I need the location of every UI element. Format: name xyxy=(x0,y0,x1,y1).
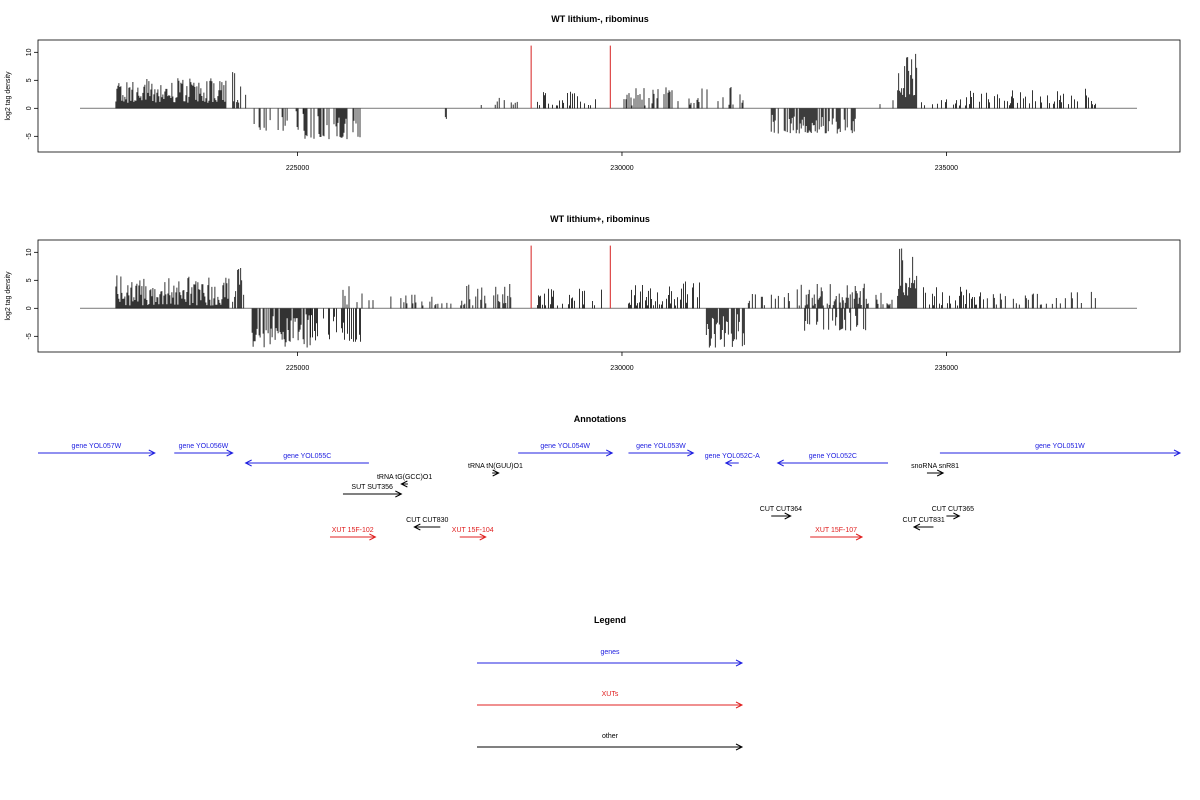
annotation-feature: gene YOL051W xyxy=(939,443,1182,457)
arrow-right-icon xyxy=(1173,449,1182,457)
panel-lithium-minus: WT lithium-, ribominus 10 5 0 -5 log2 tag den… xyxy=(5,14,1181,172)
feature-label: XUT 15F-107 xyxy=(815,527,857,534)
feature-label: gene YOL057W xyxy=(72,443,122,450)
arrow-left-icon xyxy=(400,480,408,488)
y-tick-label: 0 xyxy=(26,106,33,110)
y-tick-label: 10 xyxy=(26,248,33,256)
legend-label: other xyxy=(602,733,619,740)
feature-label: gene YOL051W xyxy=(1035,443,1085,450)
annotation-feature: SUT SUT356 xyxy=(342,484,403,498)
y-tick-label: 10 xyxy=(26,48,33,56)
annotation-feature: gene YOL055C xyxy=(244,453,369,467)
annotation-feature: CUT CUT830 xyxy=(406,517,449,531)
feature-label: gene YOL056W xyxy=(179,443,229,450)
y-tick-label: 5 xyxy=(26,78,33,82)
feature-label: snoRNA snR81 xyxy=(911,463,959,470)
arrow-right-icon xyxy=(784,512,792,520)
x-tick-label: 225000 xyxy=(286,165,309,172)
legend-item: XUTs xyxy=(477,691,744,709)
panel-lithium-plus: WT lithium+, ribominus 10 5 0 -5 log2 tag den… xyxy=(5,214,1181,372)
feature-label: tRNA tN(GUU)O1 xyxy=(468,463,523,470)
feature-label: tRNA tG(GCC)O1 xyxy=(377,474,432,481)
arrow-right-icon xyxy=(936,469,945,477)
feature-label: CUT CUT365 xyxy=(932,506,974,513)
annotations-panel: Annotations gene YOL057W gene YOL056W gene … xyxy=(38,414,1182,541)
legend-item: genes xyxy=(477,649,744,667)
x-tick-label: 230000 xyxy=(610,365,633,372)
y-axis-label: log2 tag density xyxy=(5,271,12,321)
annotation-feature: gene YOL052C-A xyxy=(705,453,760,467)
legend-title: Legend xyxy=(594,615,626,625)
legend-label: genes xyxy=(600,649,620,656)
annotation-feature: XUT 15F-107 xyxy=(810,527,864,541)
arrow-right-icon xyxy=(735,743,744,751)
feature-label: gene YOL054W xyxy=(540,443,590,450)
legend-label: XUTs xyxy=(602,691,619,698)
chart-title: WT lithium-, ribominus xyxy=(551,14,649,24)
feature-label: gene YOL052C xyxy=(809,453,857,460)
feature-label: SUT SUT356 xyxy=(351,484,393,491)
annotation-feature: CUT CUT365 xyxy=(932,506,974,520)
arrow-right-icon xyxy=(226,449,234,457)
legend-item: other xyxy=(477,733,744,751)
y-tick-label: 5 xyxy=(26,278,33,282)
annotation-feature: CUT CUT831 xyxy=(903,517,945,531)
x-tick-label: 230000 xyxy=(610,165,633,172)
annotation-feature: CUT CUT364 xyxy=(760,506,802,520)
arrow-right-icon xyxy=(735,701,744,709)
feature-label: gene YOL055C xyxy=(283,453,331,460)
arrow-right-icon xyxy=(606,449,614,457)
annotation-feature: tRNA tG(GCC)O1 xyxy=(377,474,432,488)
y-tick-label: -5 xyxy=(26,133,33,139)
arrow-left-icon xyxy=(413,523,421,531)
annotation-feature: gene YOL054W xyxy=(518,443,614,457)
annotation-feature: tRNA tN(GUU)O1 xyxy=(468,463,523,477)
arrow-right-icon xyxy=(492,469,500,477)
arrow-right-icon xyxy=(395,490,403,498)
arrow-right-icon xyxy=(687,449,695,457)
arrow-right-icon xyxy=(735,659,744,667)
feature-label: XUT 15F-102 xyxy=(332,527,374,534)
arrow-left-icon xyxy=(244,459,252,467)
feature-label: CUT CUT364 xyxy=(760,506,802,513)
annotation-feature: XUT 15F-102 xyxy=(329,527,377,541)
arrow-right-icon xyxy=(479,533,487,541)
arrow-left-icon xyxy=(912,523,921,531)
annotation-feature: gene YOL057W xyxy=(38,443,156,457)
arrow-right-icon xyxy=(953,512,961,520)
annotation-feature: snoRNA snR81 xyxy=(911,463,959,477)
arrow-right-icon xyxy=(855,533,864,541)
plot-frame xyxy=(37,39,1181,153)
y-tick-label: 0 xyxy=(26,306,33,310)
arrow-left-icon xyxy=(776,459,784,467)
legend-panel: Legend genes XUTs other xyxy=(477,615,744,751)
arrow-right-icon xyxy=(148,449,156,457)
arrow-right-icon xyxy=(369,533,377,541)
x-tick-label: 235000 xyxy=(935,365,958,372)
y-axis-label: log2 tag density xyxy=(5,71,12,121)
annotation-feature: XUT 15F-104 xyxy=(452,527,494,541)
feature-label: gene YOL052C-A xyxy=(705,453,760,460)
y-tick-label: -5 xyxy=(26,333,33,339)
annotation-feature: gene YOL052C xyxy=(776,453,889,467)
chart-title: WT lithium+, ribominus xyxy=(550,214,650,224)
x-tick-label: 225000 xyxy=(286,365,309,372)
feature-label: CUT CUT831 xyxy=(903,517,945,524)
feature-label: XUT 15F-104 xyxy=(452,527,494,534)
plot-frame xyxy=(37,239,1181,353)
annotations-title: Annotations xyxy=(574,414,627,424)
feature-label: gene YOL053W xyxy=(636,443,686,450)
x-tick-label: 235000 xyxy=(935,165,958,172)
arrow-left-icon xyxy=(724,459,733,467)
annotation-feature: gene YOL056W xyxy=(174,443,234,457)
annotation-feature: gene YOL053W xyxy=(628,443,695,457)
feature-label: CUT CUT830 xyxy=(406,517,448,524)
